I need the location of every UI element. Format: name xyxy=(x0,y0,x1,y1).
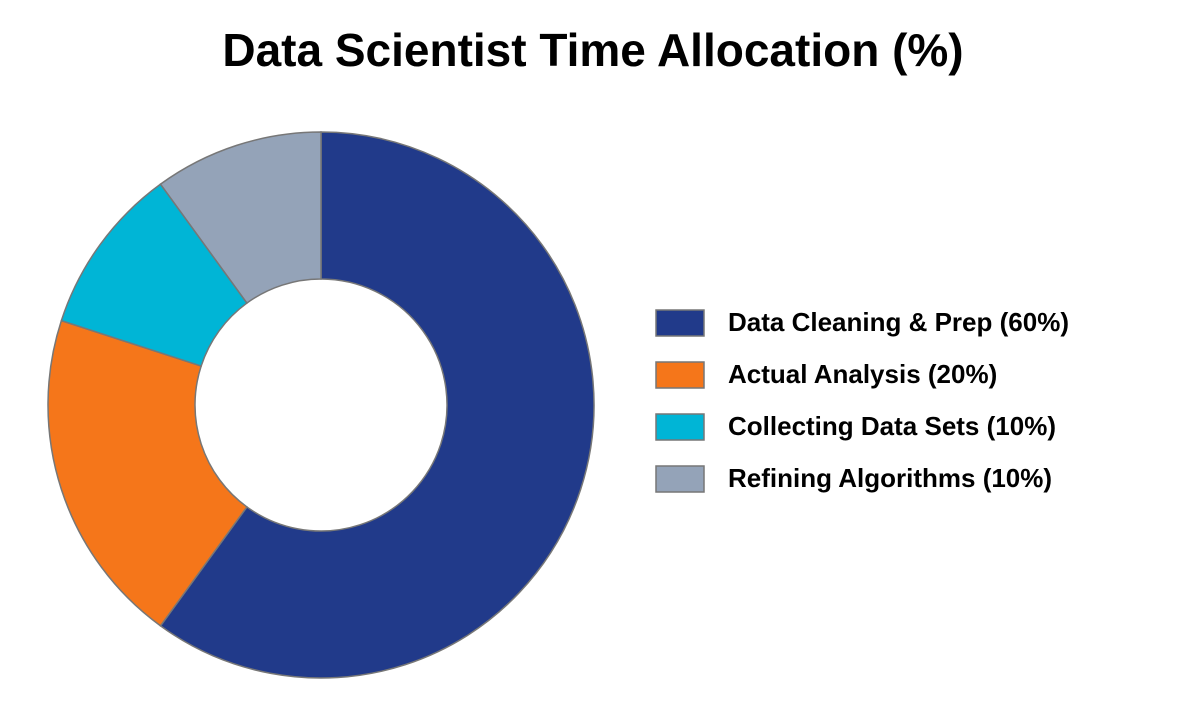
donut-slice xyxy=(159,131,322,305)
legend-swatch xyxy=(655,361,705,389)
legend-swatch xyxy=(655,413,705,441)
legend-label: Data Cleaning & Prep (60%) xyxy=(728,307,1069,337)
legend-swatch xyxy=(655,309,705,337)
legend-label: Actual Analysis (20%) xyxy=(728,359,997,389)
legend-label: Refining Algorithms (10%) xyxy=(728,463,1052,493)
legend-swatch xyxy=(655,465,705,493)
donut-slice xyxy=(47,319,248,627)
donut-slice xyxy=(159,131,595,679)
legend-label: Collecting Data Sets (10%) xyxy=(728,411,1056,441)
chart-title: Data Scientist Time Allocation (%) xyxy=(222,24,963,76)
